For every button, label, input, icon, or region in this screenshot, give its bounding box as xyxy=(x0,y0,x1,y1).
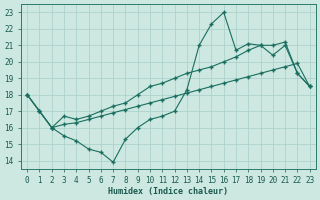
X-axis label: Humidex (Indice chaleur): Humidex (Indice chaleur) xyxy=(108,187,228,196)
